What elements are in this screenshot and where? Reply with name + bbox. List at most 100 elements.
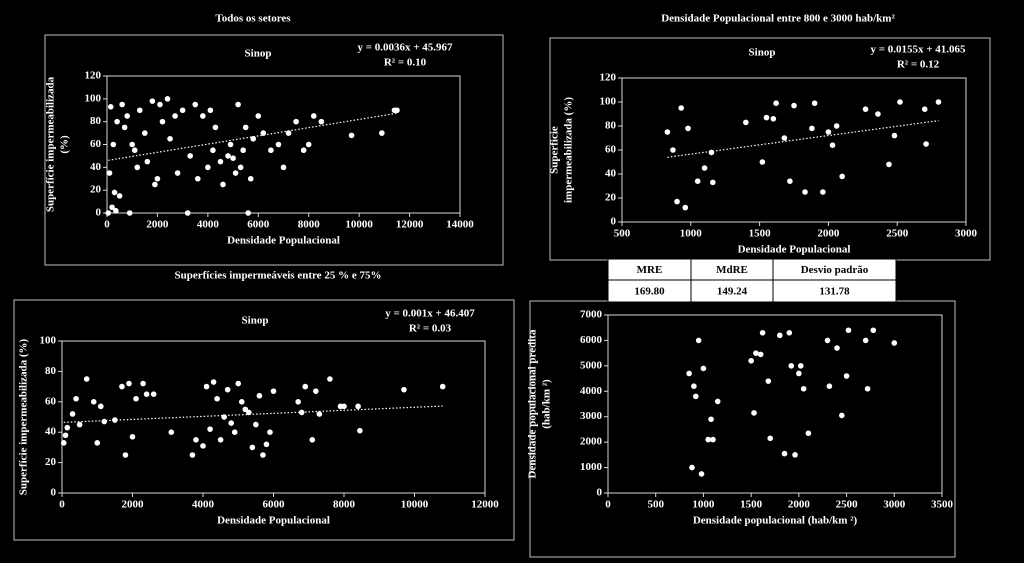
point — [73, 395, 79, 402]
point — [133, 395, 139, 402]
point — [805, 430, 812, 437]
point — [152, 181, 158, 188]
point — [839, 173, 845, 180]
point — [341, 403, 347, 410]
point — [843, 373, 850, 379]
point — [106, 170, 113, 176]
point — [83, 376, 90, 382]
y-tick-label: 60 — [605, 144, 617, 156]
chart-title: Densidade Populacional entre 800 e 3000 … — [661, 13, 895, 25]
chart-subtitle: Sinop — [749, 47, 776, 59]
point — [225, 153, 231, 159]
point — [753, 350, 759, 356]
y-tick-label: 80 — [45, 365, 57, 377]
point — [839, 412, 845, 419]
point — [300, 147, 307, 154]
point — [788, 363, 795, 369]
point — [270, 388, 277, 394]
x-tick-label: 1000 — [680, 228, 703, 240]
y-tick-label: 120 — [85, 70, 102, 82]
y-tick-label: 80 — [605, 120, 617, 132]
point — [394, 107, 400, 114]
point — [172, 113, 178, 119]
equation: R² = 0.10 — [384, 57, 427, 69]
x-tick-label: 3000 — [955, 228, 978, 240]
point — [159, 118, 166, 125]
point — [285, 130, 292, 136]
point — [787, 178, 793, 184]
x-tick-label: 12000 — [396, 219, 424, 231]
point — [708, 416, 714, 423]
point — [797, 363, 804, 369]
chart-title: Todos os setores — [215, 13, 291, 25]
point — [765, 378, 772, 384]
point — [674, 198, 680, 205]
point — [263, 441, 270, 448]
point — [237, 164, 244, 171]
point — [69, 411, 76, 417]
point — [214, 395, 220, 402]
point — [194, 175, 201, 182]
y-axis-label: (hab/km ²) — [541, 379, 553, 429]
point — [773, 100, 779, 106]
x-tick-label: 8000 — [298, 219, 321, 231]
point — [247, 175, 254, 182]
point — [318, 118, 325, 125]
point — [121, 124, 128, 131]
equation: R² = 0.03 — [409, 323, 452, 335]
point — [379, 130, 385, 136]
y-axis-label: (%) — [59, 135, 71, 154]
y-tick-label: 0 — [597, 487, 603, 499]
point — [217, 437, 224, 443]
point — [710, 179, 716, 186]
point — [763, 114, 770, 121]
point — [126, 380, 132, 387]
point — [891, 340, 898, 346]
y-tick-label: 20 — [90, 184, 102, 196]
point — [809, 125, 815, 132]
point — [678, 105, 684, 111]
y-tick-label: 2000 — [580, 436, 603, 448]
chart-title: Superfícies impermeáveis entre 25 % e 75… — [175, 270, 382, 282]
point — [230, 155, 236, 161]
point — [227, 141, 234, 148]
point — [786, 330, 793, 336]
y-axis-label: Superficie — [549, 126, 561, 174]
point — [179, 107, 186, 114]
y-tick-label: 100 — [600, 96, 617, 108]
point — [114, 118, 120, 125]
point — [309, 437, 316, 443]
point — [862, 337, 869, 344]
point — [122, 452, 129, 458]
point — [200, 113, 206, 119]
point — [845, 327, 852, 334]
y-tick-label: 60 — [90, 138, 102, 150]
point — [302, 383, 309, 390]
point — [131, 147, 138, 154]
equation: y = 0.0036x + 45.967 — [357, 42, 453, 54]
point — [210, 379, 217, 385]
point — [136, 107, 143, 114]
y-tick-label: 60 — [45, 395, 57, 407]
point — [267, 429, 273, 436]
point — [923, 141, 929, 147]
x-tick-label: 4000 — [192, 499, 215, 511]
point — [134, 164, 141, 171]
y-tick-label: 20 — [45, 456, 57, 468]
point — [119, 383, 125, 390]
y-tick-label: 6000 — [580, 334, 603, 346]
point — [826, 383, 833, 390]
point — [295, 399, 301, 405]
point — [235, 101, 241, 108]
point — [203, 383, 210, 390]
y-axis-label: Superfície impermeabilizada (%) — [18, 338, 30, 495]
x-tick-label: 1500 — [740, 499, 763, 511]
x-tick-label: 14000 — [446, 219, 474, 231]
point — [791, 102, 797, 109]
point — [235, 380, 242, 387]
point — [698, 471, 705, 477]
x-tick-label: 10000 — [401, 499, 429, 511]
y-tick-label: 5000 — [580, 359, 603, 371]
point — [710, 436, 716, 443]
